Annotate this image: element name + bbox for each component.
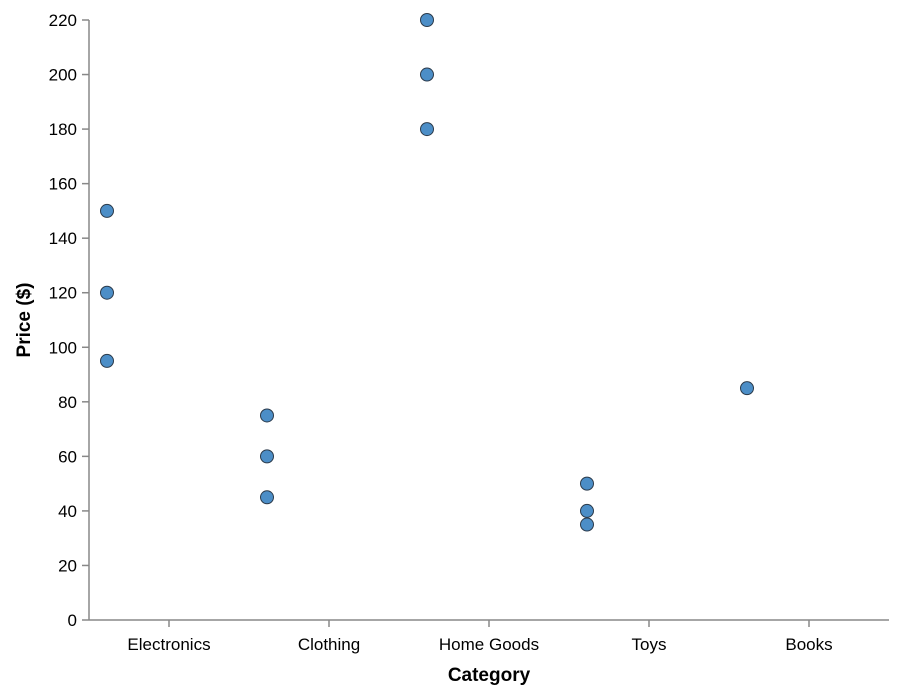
y-tick-label: 60 — [58, 447, 77, 466]
y-tick-label: 80 — [58, 393, 77, 412]
data-point — [580, 476, 594, 491]
x-tick-label: Home Goods — [439, 635, 539, 654]
data-point — [420, 122, 434, 137]
y-tick-label: 160 — [49, 175, 77, 194]
x-tick-label: Electronics — [127, 635, 210, 654]
y-tick-label: 0 — [68, 611, 77, 630]
data-point — [580, 517, 594, 532]
y-tick-label: 40 — [58, 502, 77, 521]
data-point — [260, 490, 274, 505]
y-axis-title: Price ($) — [14, 283, 35, 358]
x-tick-label: Toys — [632, 635, 667, 654]
data-point — [260, 408, 274, 423]
x-tick-label: Books — [785, 635, 832, 654]
data-point — [580, 503, 594, 518]
data-points — [100, 13, 754, 532]
data-point — [740, 381, 754, 396]
data-point — [420, 13, 434, 27]
x-axis-title: Category — [448, 665, 531, 686]
y-tick-label: 180 — [49, 120, 77, 139]
y-tick-label: 220 — [49, 11, 77, 30]
y-tick-label: 200 — [49, 66, 77, 85]
y-tick-label: 100 — [49, 338, 77, 357]
data-point — [260, 449, 274, 464]
y-tick-label: 120 — [49, 284, 77, 303]
x-axis: Electronics Clothing Home Goods Toys Books — [89, 619, 889, 654]
data-point — [100, 285, 114, 300]
y-axis: 0 20 40 60 80 100 120 140 160 180 200 220 — [49, 11, 90, 630]
data-point — [100, 353, 114, 368]
y-tick-label: 20 — [58, 556, 77, 575]
data-point — [420, 67, 434, 82]
data-point — [100, 203, 114, 218]
y-tick-label: 140 — [49, 229, 77, 248]
x-tick-label: Clothing — [298, 635, 360, 654]
